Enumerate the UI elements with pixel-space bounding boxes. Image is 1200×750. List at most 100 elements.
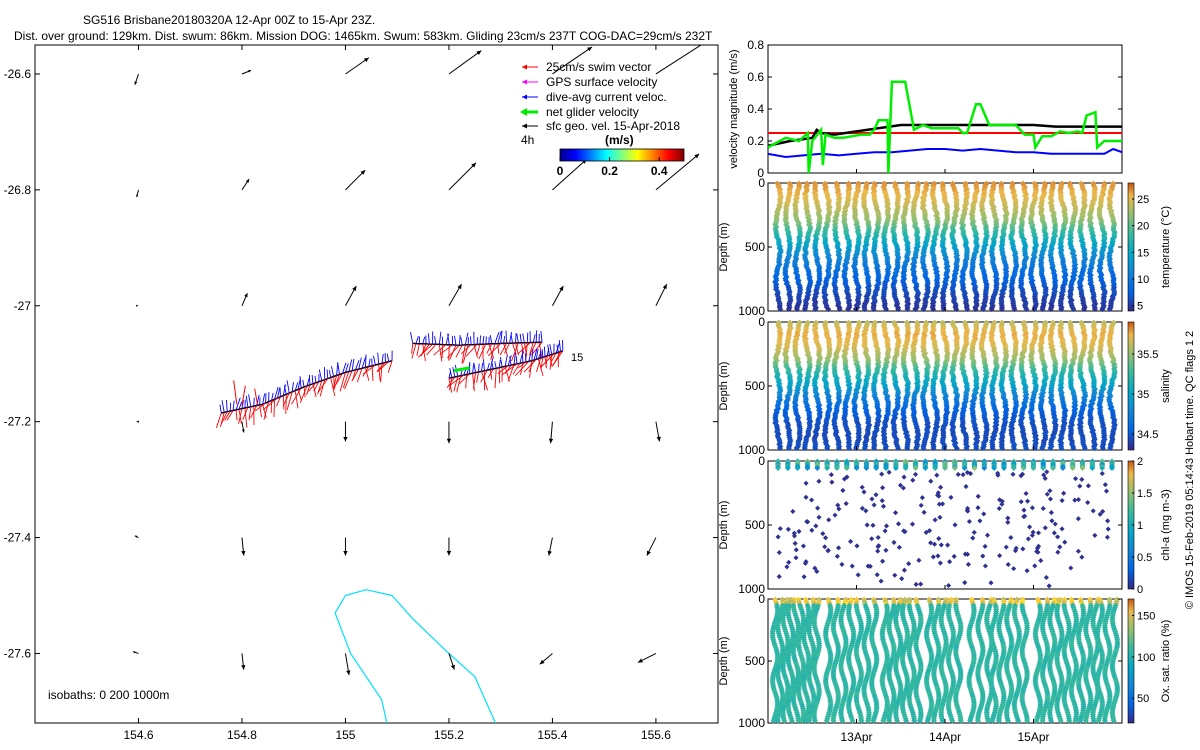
- legend-dac-label: dive-avg current veloc.: [546, 90, 667, 104]
- dac-vector: [543, 346, 546, 357]
- geo-velocity-arrow: [547, 537, 553, 556]
- dac-vector: [509, 332, 513, 344]
- dac-vector: [422, 336, 426, 344]
- dac-vector: [311, 375, 314, 384]
- map-x-axis: 154.6 154.8 155 155.2 155.4 155.6: [123, 45, 671, 742]
- dac-vector: [361, 357, 366, 369]
- swim-vector: [503, 343, 508, 357]
- colorbar-units: (m/s): [605, 133, 634, 147]
- dac-vector: [510, 334, 513, 344]
- swim-vector: [263, 401, 270, 420]
- section-marker: [797, 232, 804, 239]
- swim-vector: [250, 405, 258, 419]
- geo-arrow-shaft: [448, 50, 482, 75]
- section-colorbar: [1127, 182, 1135, 312]
- dac-vector: [286, 380, 290, 394]
- dac-vector: [532, 334, 536, 343]
- dac-vector: [358, 357, 362, 370]
- dac-vector: [516, 333, 519, 344]
- geo-arrow-head: [248, 70, 251, 73]
- swim-vector: [536, 357, 542, 372]
- geo-arrow-head: [446, 551, 452, 556]
- swim-vector: [376, 362, 386, 372]
- velocity-y-axis: 00.20.40.60.8: [747, 38, 1122, 180]
- dac-vector: [558, 339, 562, 352]
- geo-velocity-arrow: [136, 304, 139, 307]
- geo-arrow-head: [134, 535, 138, 538]
- dac-vector: [507, 355, 512, 366]
- geo-arrow-head: [587, 46, 593, 52]
- legend-dive-avg-current: dive-avg current veloc.: [522, 90, 667, 104]
- geo-velocity-arrow: [548, 421, 554, 444]
- geo-arrow-head: [245, 179, 250, 183]
- geo-velocity-arrow: [241, 69, 252, 75]
- dac-vector: [499, 357, 503, 368]
- map-y-tick-label: -27.6: [4, 646, 32, 660]
- geo-arrow-head: [133, 651, 136, 654]
- section-marker: [785, 306, 792, 313]
- velocity-line-3: [768, 80, 1122, 173]
- swim-vector: [215, 412, 222, 428]
- dac-vector: [373, 355, 376, 366]
- geo-velocity-arrow: [539, 653, 553, 665]
- geo-velocity-arrow: [241, 292, 248, 306]
- dac-vector: [410, 332, 414, 344]
- geo-velocity-arrow: [655, 283, 668, 306]
- track-end-label: 15: [571, 352, 583, 364]
- swim-vector: [426, 344, 437, 356]
- map-x-tick-label: 154.6: [123, 728, 153, 742]
- geo-arrow-head: [703, 45, 705, 46]
- map-y-tick-label: -27: [14, 299, 32, 313]
- dac-vector: [513, 352, 516, 365]
- swim-vector: [438, 344, 443, 362]
- velocity-ylabel: velocity magnitude (m/s): [728, 49, 740, 168]
- swim-vector: [411, 343, 417, 359]
- swim-vector: [551, 350, 564, 367]
- dac-vector: [458, 335, 461, 346]
- geo-arrow-head: [471, 162, 476, 168]
- swim-vector: [297, 389, 302, 401]
- swim-vector: [238, 408, 243, 424]
- geo-arrow-head: [352, 285, 357, 291]
- section-marker: [783, 273, 790, 280]
- swim-vector: [273, 399, 275, 417]
- dac-vector: [302, 379, 305, 387]
- dac-vector: [299, 376, 302, 389]
- dac-vector: [318, 369, 323, 381]
- swim-vector: [520, 342, 525, 355]
- geo-arrow-head: [136, 304, 139, 307]
- map-x-tick-label: 155.6: [641, 728, 671, 742]
- geo-velocity-arrow: [655, 421, 661, 442]
- geo-velocity-arrow: [551, 285, 564, 307]
- dac-vector: [232, 400, 235, 411]
- geo-velocity-arrow: [345, 57, 370, 75]
- dac-vector: [449, 368, 453, 378]
- dac-vector: [219, 404, 222, 414]
- dac-vector: [271, 392, 274, 401]
- section-y-tick-label: 0: [758, 176, 765, 190]
- geo-arrow-head: [136, 420, 139, 423]
- dac-vector: [221, 400, 225, 413]
- geo-velocity-arrow: [448, 283, 462, 307]
- swim-vector: [517, 342, 531, 355]
- dac-vector: [248, 394, 252, 407]
- swim-vector: [233, 380, 238, 405]
- swim-vector: [416, 343, 420, 356]
- swim-vector: [439, 344, 453, 355]
- swim-vector: [339, 372, 346, 392]
- swim-vector: [226, 410, 234, 421]
- dac-vector: [238, 401, 243, 410]
- section-marker: [795, 246, 802, 253]
- dac-vector: [314, 375, 317, 383]
- dac-vector: [469, 336, 472, 345]
- net-velocity-arrow: [453, 366, 470, 373]
- dac-vector: [535, 348, 539, 360]
- swim-vector: [242, 407, 249, 420]
- swim-vector: [254, 402, 266, 412]
- dac-vector: [531, 348, 534, 361]
- geo-arrow-head: [446, 438, 452, 444]
- geo-arrow-head: [694, 153, 700, 159]
- swim-vector: [364, 367, 370, 381]
- map-x-tick-label: 155.4: [537, 728, 567, 742]
